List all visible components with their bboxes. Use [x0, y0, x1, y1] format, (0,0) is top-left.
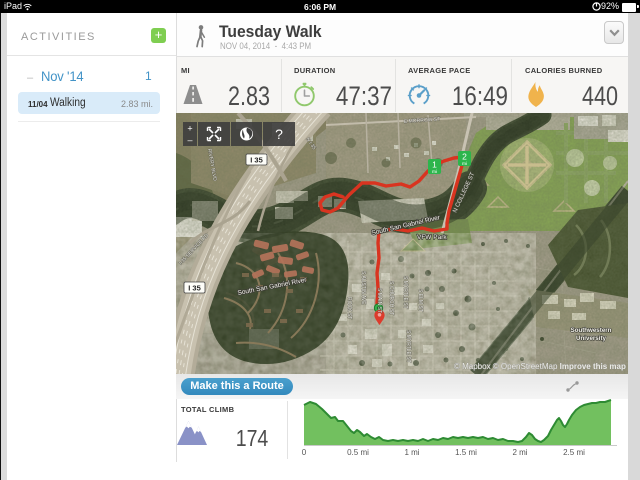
svg-text:ROCK ST: ROCK ST — [346, 297, 352, 319]
svg-text:?: ? — [275, 126, 283, 142]
svg-text:E MORROW ST: E MORROW ST — [404, 116, 441, 125]
svg-text:2.5 mi: 2.5 mi — [563, 448, 585, 457]
svg-text:Southwestern: Southwestern — [571, 327, 612, 334]
svg-text:1: 1 — [432, 160, 437, 170]
svg-text:I 35: I 35 — [250, 156, 263, 165]
svg-text:1 mi: 1 mi — [404, 448, 419, 457]
svg-text:S CHURCH ST: S CHURCH ST — [388, 281, 394, 315]
svg-text:mi: mi — [432, 169, 437, 175]
svg-text:1.5 mi: 1.5 mi — [455, 448, 477, 457]
svg-text:VFW Park: VFW Park — [417, 234, 447, 241]
svg-text:0.5 mi: 0.5 mi — [347, 448, 369, 457]
svg-text:0: 0 — [302, 448, 307, 457]
svg-text:–: – — [187, 135, 192, 145]
svg-text:+: + — [187, 124, 192, 134]
svg-text:mi: mi — [462, 161, 467, 167]
svg-text:S MAIN ST: S MAIN ST — [376, 288, 382, 313]
svg-text:2 mi: 2 mi — [512, 448, 527, 457]
svg-text:I 35: I 35 — [188, 284, 201, 293]
svg-text:S ELM ST: S ELM ST — [417, 289, 423, 312]
svg-text:© Mapbox © OpenStreetMap Impro: © Mapbox © OpenStreetMap Improve this ma… — [454, 362, 626, 371]
svg-text:S MYRTLE ST: S MYRTLE ST — [402, 276, 408, 309]
svg-text:S AUSTIN AVE: S AUSTIN AVE — [360, 271, 366, 305]
svg-text:2: 2 — [462, 152, 467, 162]
svg-text:S MYRTLE ST: S MYRTLE ST — [405, 330, 411, 363]
svg-text:University: University — [576, 335, 606, 342]
